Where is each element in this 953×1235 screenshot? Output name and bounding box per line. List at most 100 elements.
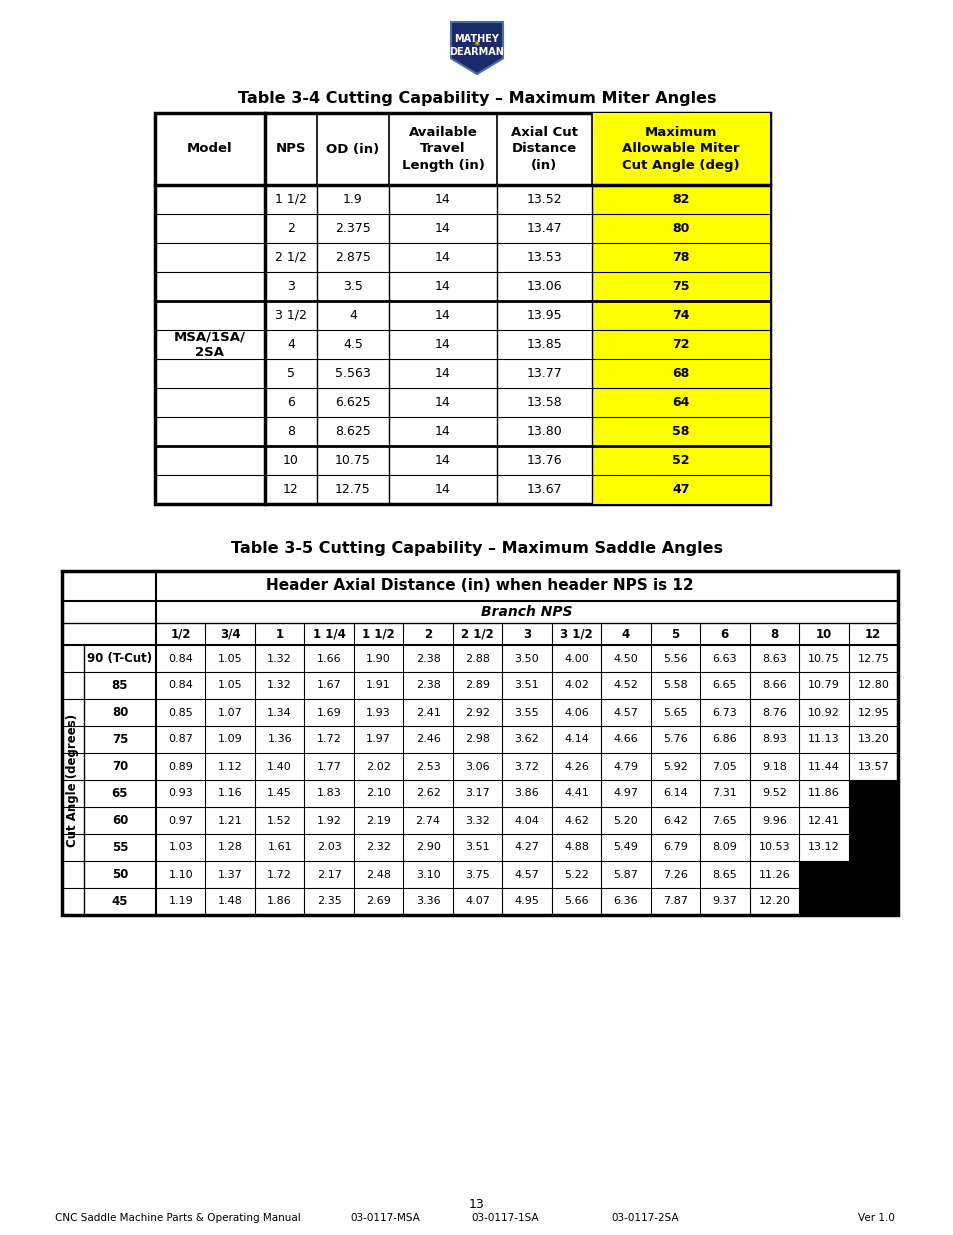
Text: 1 1/2: 1 1/2 xyxy=(362,627,395,641)
Text: MATHEY: MATHEY xyxy=(454,35,499,44)
Text: 6.63: 6.63 xyxy=(712,653,737,663)
Text: 6.625: 6.625 xyxy=(335,396,371,409)
Text: 64: 64 xyxy=(672,396,689,409)
Bar xyxy=(592,214,769,243)
Text: 5.66: 5.66 xyxy=(563,897,588,906)
Text: 3.5: 3.5 xyxy=(343,280,362,293)
Text: 03-0117-2SA: 03-0117-2SA xyxy=(611,1213,679,1223)
Text: 8.66: 8.66 xyxy=(761,680,786,690)
Text: 1: 1 xyxy=(275,627,283,641)
Text: 1.77: 1.77 xyxy=(316,762,341,772)
Text: 6.73: 6.73 xyxy=(712,708,737,718)
Text: DEARMAN: DEARMAN xyxy=(449,47,504,57)
Bar xyxy=(592,446,769,475)
Text: Axial Cut
Distance
(in): Axial Cut Distance (in) xyxy=(511,126,578,172)
Text: 3.72: 3.72 xyxy=(514,762,538,772)
Bar xyxy=(847,781,897,806)
Text: Header Axial Distance (in) when header NPS is 12: Header Axial Distance (in) when header N… xyxy=(266,578,693,594)
Text: 11.86: 11.86 xyxy=(807,788,839,799)
Text: 3.17: 3.17 xyxy=(465,788,490,799)
Text: 1/2: 1/2 xyxy=(171,627,191,641)
Text: 13.76: 13.76 xyxy=(526,454,561,467)
Text: 1.67: 1.67 xyxy=(316,680,341,690)
Text: 2.02: 2.02 xyxy=(366,762,391,772)
Text: 14: 14 xyxy=(435,396,451,409)
Text: Maximum
Allowable Miter
Cut Angle (deg): Maximum Allowable Miter Cut Angle (deg) xyxy=(621,126,739,172)
Text: 1.28: 1.28 xyxy=(217,842,242,852)
Text: 10.79: 10.79 xyxy=(807,680,839,690)
Text: 6.65: 6.65 xyxy=(712,680,737,690)
Text: 03-0117-MSA: 03-0117-MSA xyxy=(350,1213,419,1223)
Bar xyxy=(592,330,769,359)
Text: 3: 3 xyxy=(522,627,531,641)
Text: 4.06: 4.06 xyxy=(563,708,588,718)
Text: 4.00: 4.00 xyxy=(563,653,588,663)
Text: 0.97: 0.97 xyxy=(168,815,193,825)
Text: 0.89: 0.89 xyxy=(168,762,193,772)
Text: 2.88: 2.88 xyxy=(464,653,490,663)
Text: 4.02: 4.02 xyxy=(563,680,588,690)
Text: 3.36: 3.36 xyxy=(416,897,440,906)
Text: 6: 6 xyxy=(720,627,728,641)
Text: 1.92: 1.92 xyxy=(316,815,341,825)
Text: 10: 10 xyxy=(815,627,831,641)
Text: CNC Saddle Machine Parts & Operating Manual: CNC Saddle Machine Parts & Operating Man… xyxy=(55,1213,300,1223)
Text: 1.21: 1.21 xyxy=(217,815,242,825)
Text: 68: 68 xyxy=(672,367,689,380)
Text: 14: 14 xyxy=(435,280,451,293)
Text: 3/4: 3/4 xyxy=(219,627,240,641)
Text: 14: 14 xyxy=(435,483,451,496)
Text: 13.52: 13.52 xyxy=(526,193,561,206)
Text: 4.50: 4.50 xyxy=(613,653,638,663)
Text: 1.32: 1.32 xyxy=(267,680,292,690)
Text: 5.20: 5.20 xyxy=(613,815,638,825)
Text: 2.32: 2.32 xyxy=(366,842,391,852)
Text: 13.47: 13.47 xyxy=(526,222,561,235)
Text: 14: 14 xyxy=(435,222,451,235)
Text: 58: 58 xyxy=(672,425,689,438)
Text: *: * xyxy=(474,40,479,53)
Text: 03-0117-1SA: 03-0117-1SA xyxy=(471,1213,538,1223)
Text: 13.12: 13.12 xyxy=(807,842,839,852)
Text: 14: 14 xyxy=(435,251,451,264)
Bar xyxy=(154,112,769,504)
Text: 2.38: 2.38 xyxy=(416,680,440,690)
Text: 1.9: 1.9 xyxy=(343,193,362,206)
Text: 6.79: 6.79 xyxy=(662,842,687,852)
Text: 4: 4 xyxy=(621,627,629,641)
Bar xyxy=(799,861,847,888)
Text: 4.07: 4.07 xyxy=(465,897,490,906)
Text: 75: 75 xyxy=(112,734,128,746)
Text: 8.93: 8.93 xyxy=(761,735,786,745)
Text: 4.27: 4.27 xyxy=(514,842,539,852)
Text: 3 1/2: 3 1/2 xyxy=(559,627,592,641)
Bar xyxy=(592,301,769,330)
Text: 12.75: 12.75 xyxy=(857,653,888,663)
Text: 90 (T-Cut): 90 (T-Cut) xyxy=(88,652,152,664)
Bar xyxy=(847,888,897,915)
Text: 3.10: 3.10 xyxy=(416,869,440,879)
Text: 6.86: 6.86 xyxy=(712,735,737,745)
Text: 5.87: 5.87 xyxy=(613,869,638,879)
Text: 1.86: 1.86 xyxy=(267,897,292,906)
Text: 2.35: 2.35 xyxy=(316,897,341,906)
Text: 5.56: 5.56 xyxy=(662,653,687,663)
Text: 12.41: 12.41 xyxy=(807,815,839,825)
Bar xyxy=(592,243,769,272)
Text: 1.10: 1.10 xyxy=(169,869,193,879)
Text: 14: 14 xyxy=(435,454,451,467)
Text: 9.96: 9.96 xyxy=(761,815,786,825)
Text: 2.10: 2.10 xyxy=(366,788,391,799)
Bar xyxy=(592,112,769,185)
Text: 14: 14 xyxy=(435,193,451,206)
Text: 1 1/2: 1 1/2 xyxy=(274,193,307,206)
Text: 52: 52 xyxy=(672,454,689,467)
Text: 72: 72 xyxy=(672,338,689,351)
Text: 2.48: 2.48 xyxy=(366,869,391,879)
Text: 55: 55 xyxy=(112,841,128,853)
Text: 82: 82 xyxy=(672,193,689,206)
Text: 4: 4 xyxy=(349,309,356,322)
Text: 12.20: 12.20 xyxy=(758,897,789,906)
Bar xyxy=(592,185,769,214)
Text: 2.98: 2.98 xyxy=(464,735,490,745)
